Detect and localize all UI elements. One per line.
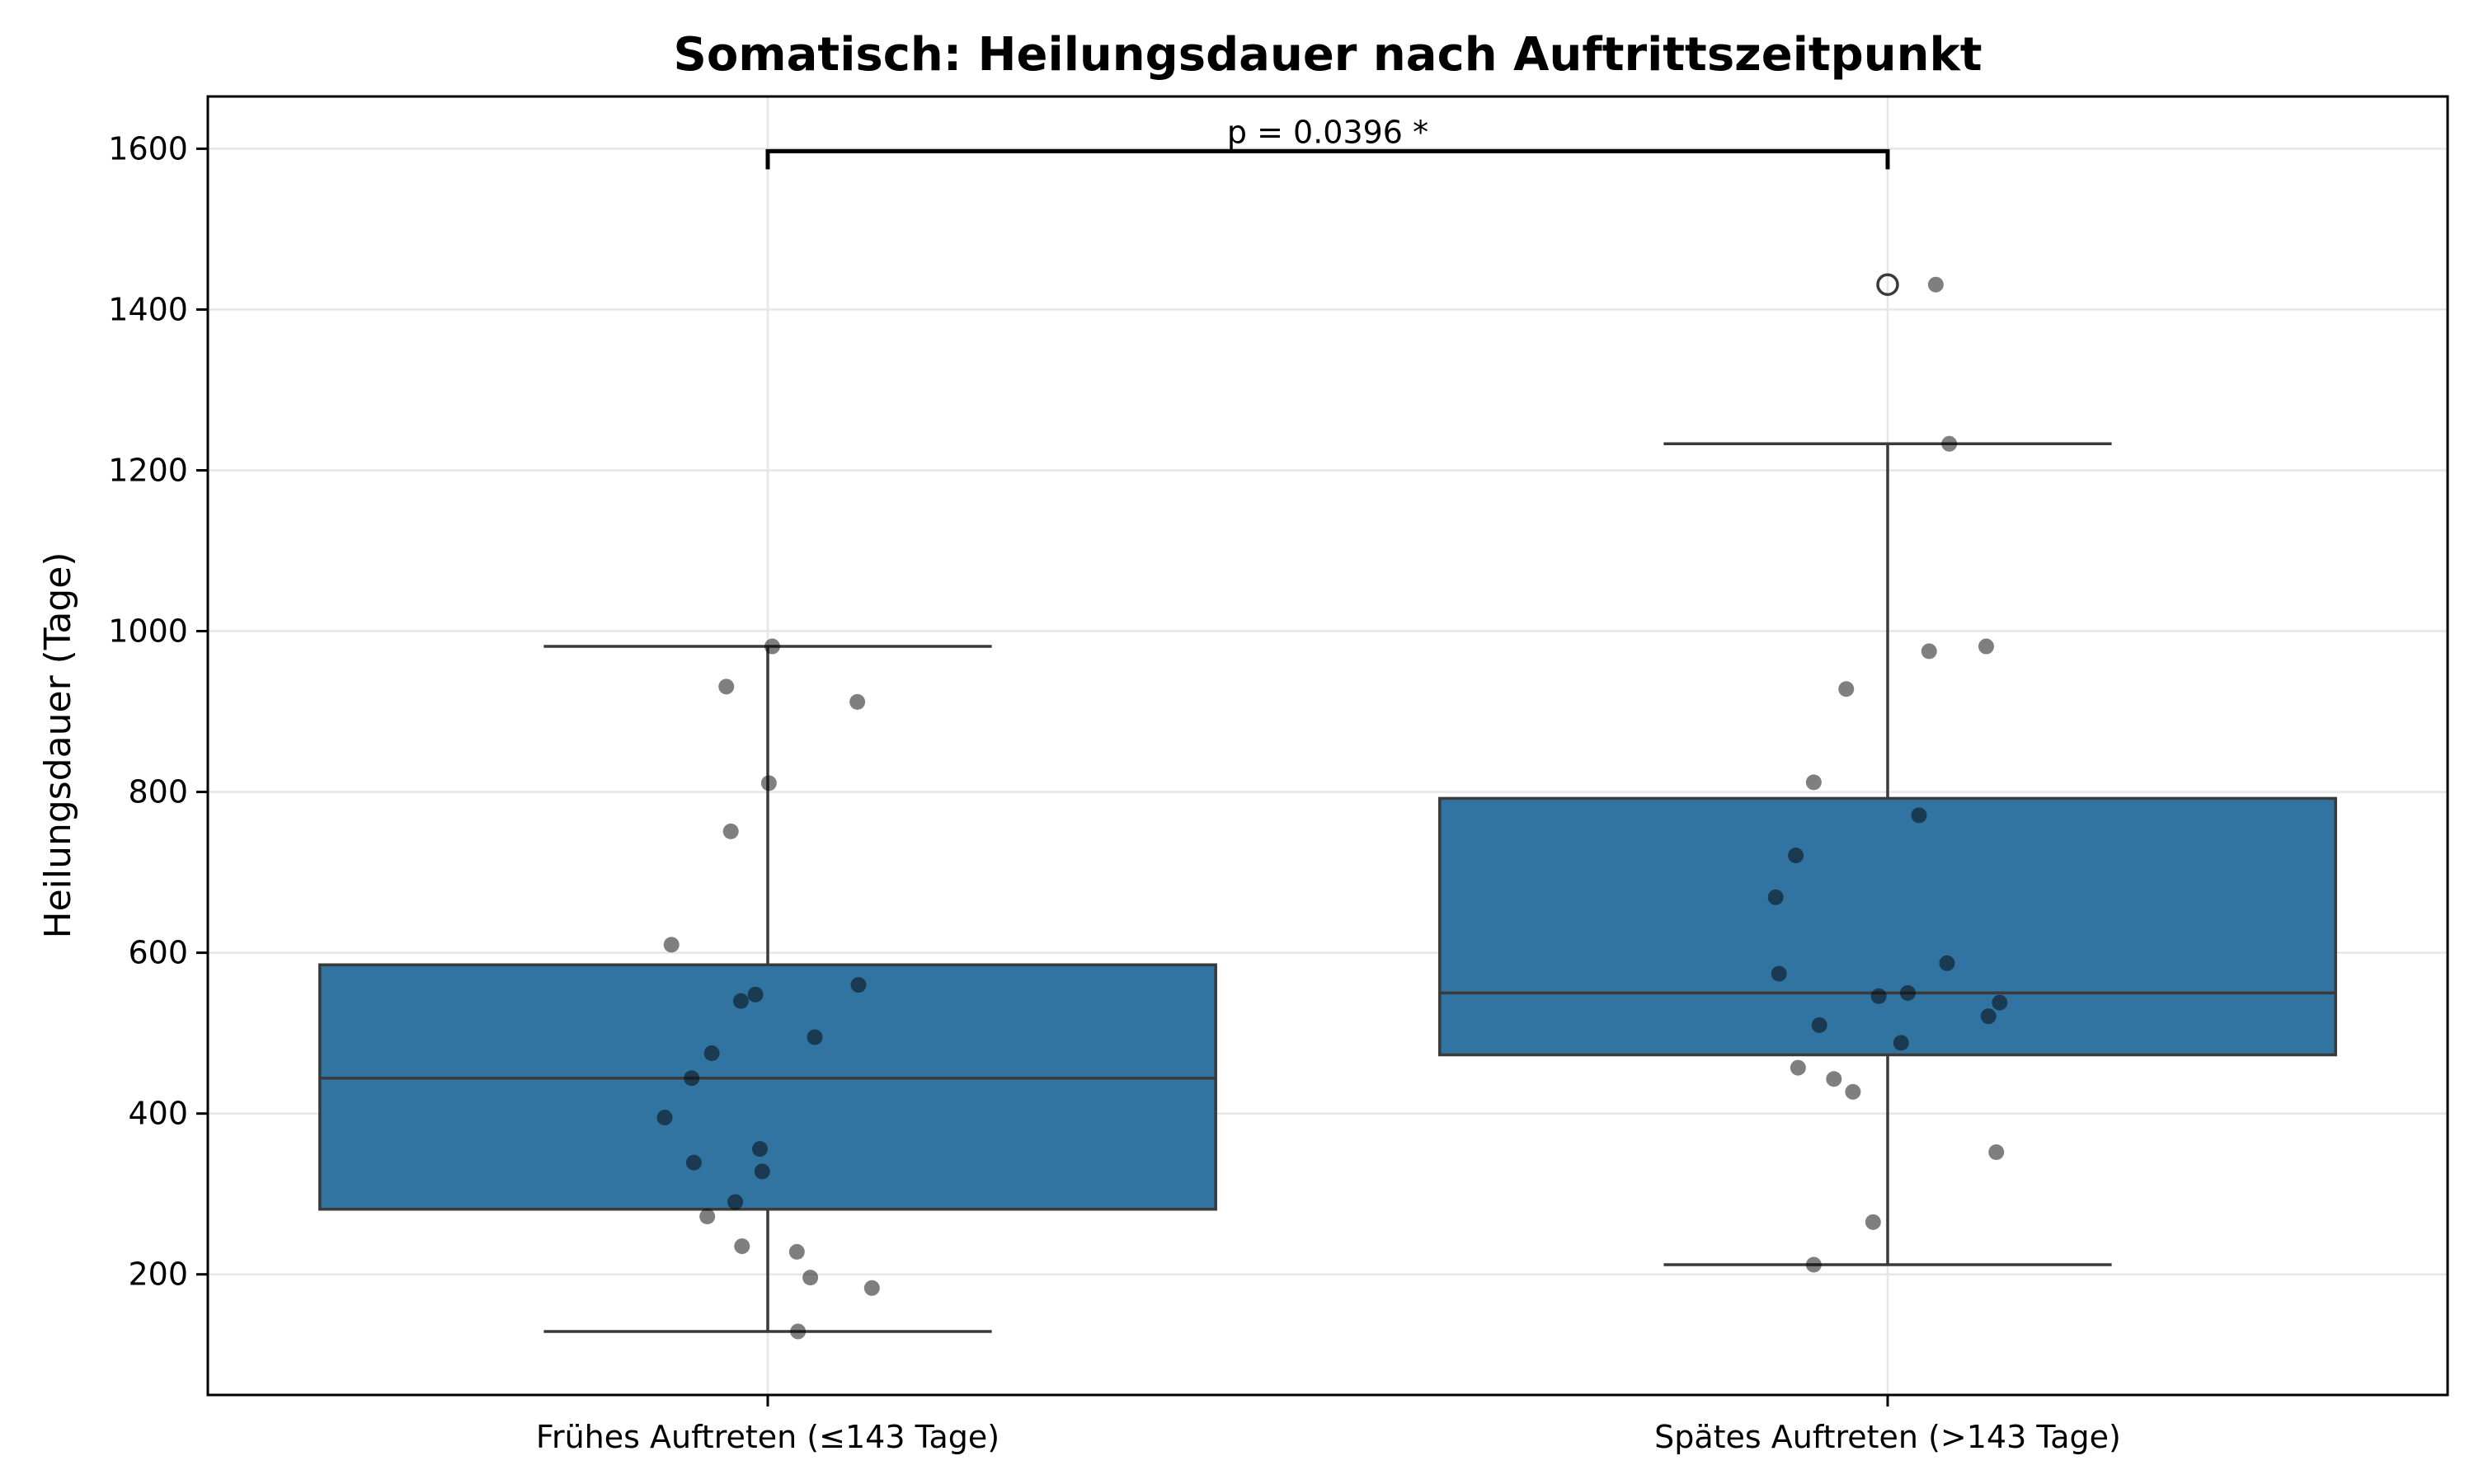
data-point bbox=[734, 1238, 750, 1255]
data-point bbox=[1939, 955, 1955, 971]
data-point bbox=[863, 1280, 880, 1296]
data-point bbox=[807, 1029, 823, 1045]
annotation-layer: p = 0.0396 * bbox=[765, 114, 1890, 170]
data-point bbox=[1865, 1214, 1881, 1230]
data-point bbox=[1870, 988, 1887, 1004]
data-point bbox=[1899, 984, 1916, 1001]
data-point bbox=[1911, 807, 1927, 824]
data-point bbox=[1788, 848, 1804, 864]
data-point bbox=[1826, 1071, 1842, 1087]
y-tick-label: 200 bbox=[128, 1256, 188, 1293]
data-point bbox=[1767, 889, 1784, 905]
data-point bbox=[788, 1243, 805, 1260]
data-point bbox=[1805, 1256, 1822, 1273]
data-point bbox=[751, 1141, 768, 1158]
data-point bbox=[1992, 994, 2008, 1011]
data-point bbox=[754, 1163, 770, 1180]
box-iqr bbox=[1438, 796, 2337, 1057]
data-point bbox=[685, 1154, 702, 1171]
y-tick-label: 800 bbox=[128, 774, 188, 810]
y-tick-label: 400 bbox=[128, 1096, 188, 1132]
data-point bbox=[1790, 1059, 1806, 1076]
data-point bbox=[1978, 638, 1995, 655]
data-point bbox=[1805, 774, 1822, 791]
box-layer bbox=[318, 273, 2337, 1333]
x-tick-label: Spätes Auftreten (>143 Tage) bbox=[1654, 1419, 2121, 1455]
data-point bbox=[1771, 965, 1787, 982]
data-point bbox=[1980, 1008, 1997, 1025]
data-point bbox=[684, 1070, 700, 1087]
point-layer bbox=[656, 276, 2008, 1340]
data-point bbox=[1988, 1144, 2005, 1160]
y-tick-label: 1200 bbox=[108, 452, 188, 488]
data-point bbox=[1941, 435, 1958, 452]
data-point bbox=[663, 937, 680, 953]
data-point bbox=[1927, 276, 1944, 293]
chart-title: Somatisch: Heilungsdauer nach Auftrittsz… bbox=[673, 28, 1982, 82]
data-point bbox=[722, 823, 739, 839]
data-point bbox=[1921, 643, 1937, 660]
data-point bbox=[850, 977, 867, 993]
data-point bbox=[732, 993, 749, 1009]
data-point bbox=[1893, 1035, 1909, 1051]
outlier-marker bbox=[1876, 273, 1899, 296]
y-axis-label: Heilungsdauer (Tage) bbox=[37, 552, 79, 938]
data-point bbox=[703, 1045, 720, 1062]
data-point bbox=[656, 1110, 673, 1126]
data-point bbox=[802, 1270, 819, 1286]
y-tick-label: 1000 bbox=[108, 613, 188, 650]
y-tick-label: 1400 bbox=[108, 291, 188, 327]
data-point bbox=[1811, 1017, 1827, 1033]
data-point bbox=[718, 679, 735, 695]
data-point bbox=[747, 986, 764, 1003]
data-point bbox=[1845, 1083, 1861, 1100]
y-tick-label: 600 bbox=[128, 935, 188, 971]
y-tick-label: 1600 bbox=[108, 130, 188, 167]
tick-layer: 200 400 600 800 1000 1200 1400 1600 Frühes Auftr… bbox=[108, 130, 2121, 1455]
plot-frame bbox=[206, 95, 2449, 1397]
data-point bbox=[790, 1323, 807, 1340]
significance-bracket bbox=[765, 148, 1890, 170]
x-tick-label: Frühes Auftreten (≤143 Tage) bbox=[536, 1419, 999, 1455]
data-point bbox=[727, 1194, 744, 1210]
data-point bbox=[760, 775, 777, 791]
data-point bbox=[764, 638, 780, 655]
data-point bbox=[849, 693, 866, 710]
data-point bbox=[699, 1208, 716, 1224]
data-point bbox=[1838, 681, 1855, 697]
significance-label: p = 0.0396 * bbox=[1227, 114, 1428, 150]
